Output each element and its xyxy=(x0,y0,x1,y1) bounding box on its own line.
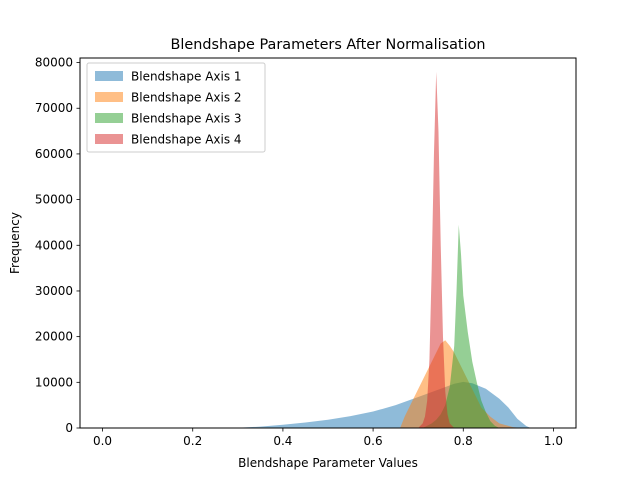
y-axis: 0 10000 20000 30000 40000 50000 60000 70000 8000… xyxy=(35,56,80,435)
legend-box xyxy=(86,62,266,153)
y-tick-label: 50000 xyxy=(35,193,73,207)
x-tick-label: 0.6 xyxy=(364,434,383,448)
y-tick-label: 0 xyxy=(65,421,73,435)
blendshape-axis-4-legend-label: Blendshape Axis 4 xyxy=(131,133,242,147)
plot-frame xyxy=(79,57,577,429)
y-tick-label: 20000 xyxy=(35,330,73,344)
blendshape-axis-1-legend-swatch xyxy=(95,71,123,81)
blendshape-axis-3-legend-label: Blendshape Axis 3 xyxy=(131,112,242,126)
y-tick-label: 80000 xyxy=(35,56,73,70)
chart-title: Blendshape Parameters After Normalisatio… xyxy=(171,37,486,53)
y-tick-label: 40000 xyxy=(35,238,73,252)
blendshape-axis-4-histogram xyxy=(418,71,455,428)
blendshape-axis-3-legend-swatch xyxy=(95,113,123,123)
x-tick-label: 0.2 xyxy=(183,434,202,448)
series-layer xyxy=(102,71,554,428)
x-axis: 0.0 0.2 0.4 0.6 0.8 1.0 xyxy=(93,428,563,448)
blendshape-axis-2-legend-swatch xyxy=(95,92,123,102)
blendshape-axis-3-histogram xyxy=(422,224,500,428)
blendshape-axis-2-legend-label: Blendshape Axis 2 xyxy=(131,91,242,105)
x-tick-label: 0.0 xyxy=(93,434,112,448)
x-tick-label: 1.0 xyxy=(544,434,563,448)
y-tick-label: 10000 xyxy=(35,375,73,389)
legend: Blendshape Axis 1 Blendshape Axis 2 Blends… xyxy=(86,62,266,153)
y-tick-label: 70000 xyxy=(35,101,73,115)
x-axis-label: Blendshape Parameter Values xyxy=(238,456,418,470)
y-tick-label: 60000 xyxy=(35,147,73,161)
x-tick-label: 0.8 xyxy=(454,434,473,448)
y-tick-label: 30000 xyxy=(35,284,73,298)
blendshape-axis-4-legend-swatch xyxy=(95,134,123,144)
y-axis-label: Frequency xyxy=(8,212,22,274)
blendshape-axis-1-legend-label: Blendshape Axis 1 xyxy=(131,70,242,84)
x-tick-label: 0.4 xyxy=(273,434,292,448)
